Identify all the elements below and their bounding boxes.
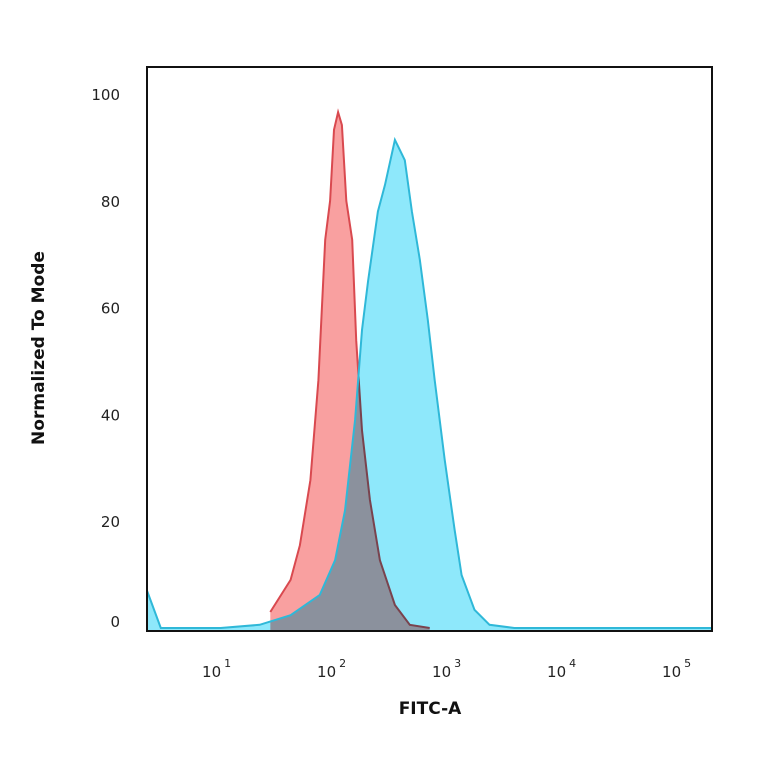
x-tick-label: 10 4 bbox=[547, 657, 576, 681]
y-tick-label: 40 bbox=[101, 406, 120, 424]
plot-frame bbox=[146, 66, 713, 632]
x-tick-label: 10 5 bbox=[662, 657, 691, 681]
series-layer bbox=[146, 108, 712, 631]
x-tick-label: 10 2 bbox=[317, 657, 346, 681]
series-1-area bbox=[147, 139, 712, 631]
x-tick-exponent: 5 bbox=[684, 657, 691, 670]
x-tick-base: 10 bbox=[317, 663, 336, 681]
y-tick-label: 0 bbox=[110, 613, 120, 631]
y-tick-label: 60 bbox=[101, 300, 120, 318]
y-tick-label: 80 bbox=[101, 193, 120, 211]
y-tick-label: 20 bbox=[101, 513, 120, 531]
series-1-outline bbox=[146, 136, 712, 629]
x-tick-base: 10 bbox=[547, 663, 566, 681]
x-tick-base: 10 bbox=[202, 663, 221, 681]
x-tick-exponent: 4 bbox=[569, 657, 576, 670]
y-tick-label: 100 bbox=[91, 86, 120, 104]
x-tick-base: 10 bbox=[662, 663, 681, 681]
x-tick-labels: 10 1 10 2 10 3 10 4 10 5 bbox=[202, 657, 691, 681]
y-tick-labels: 0 20 40 60 80 100 bbox=[91, 86, 120, 631]
y-axis-title: Normalized To Mode bbox=[29, 251, 49, 445]
x-tick-exponent: 2 bbox=[339, 657, 346, 670]
x-tick-label: 10 1 bbox=[202, 657, 231, 681]
x-tick-base: 10 bbox=[432, 663, 451, 681]
x-axis-title: FITC-A bbox=[399, 699, 462, 719]
x-tick-exponent: 1 bbox=[224, 657, 231, 670]
x-tick-label: 10 3 bbox=[432, 657, 461, 681]
series-0-area bbox=[270, 112, 430, 631]
x-tick-exponent: 3 bbox=[454, 657, 461, 670]
